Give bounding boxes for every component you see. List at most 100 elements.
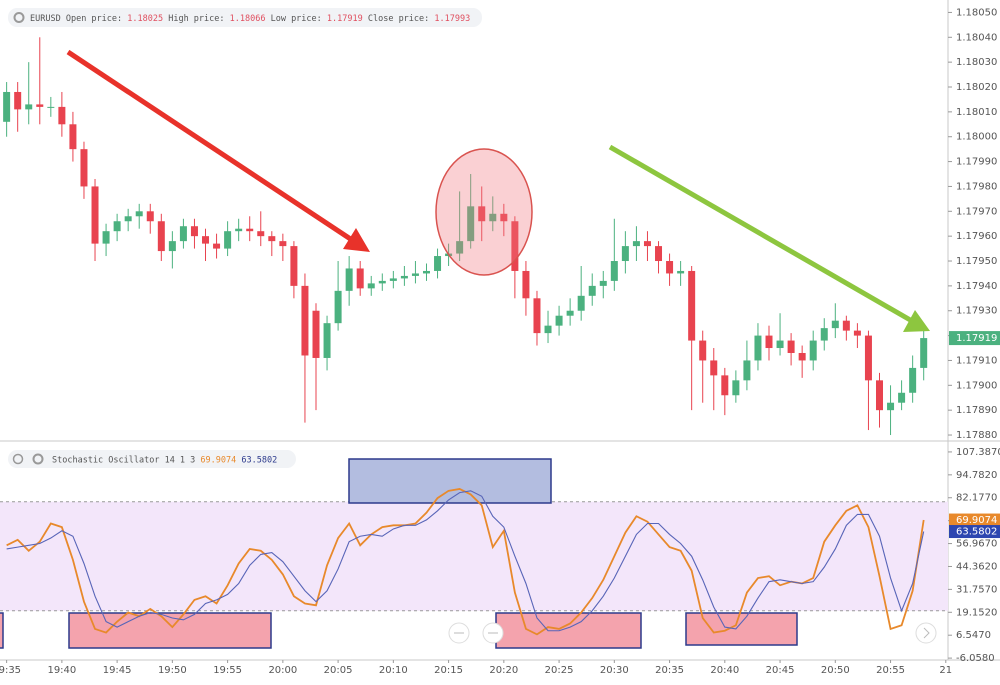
candle-body [290,246,298,286]
candle-body [710,360,718,376]
value-badge-label: 69.9074 [956,515,997,526]
candle-body [356,268,364,289]
candle-body [80,149,88,187]
y-tick-label: 1.17910 [956,355,997,366]
candle-body [213,243,221,249]
value-badge [949,513,1000,527]
candle-body [467,206,475,242]
candle-body [224,231,232,249]
candle-body [511,221,519,271]
candle-body [920,338,928,368]
x-tick-label: 21 [939,665,952,676]
candle-body [389,278,397,281]
x-tick-label: 20:40 [710,665,739,676]
candle-body [146,211,154,222]
candle-body [632,241,640,247]
candle-body [434,256,442,271]
y-tick-label: 1.18020 [956,82,997,93]
candle-body [643,241,651,247]
button-icon [923,627,930,639]
legend-label: High price: [168,14,224,24]
candle-body [677,270,685,274]
price-badge-label: 1.17919 [956,333,997,344]
candle-body [754,335,762,361]
y-tick-label: 1.17940 [956,281,997,292]
y-tick-label: 1.18040 [956,32,997,43]
candle-body [809,340,817,361]
highlight-circle [435,148,533,276]
x-tick-label: 20:20 [489,665,518,676]
legends: EURUSD Open price: 1.18025 High price: 1… [8,8,482,468]
candle-body [743,360,751,381]
price-legend: EURUSD Open price: 1.18025 High price: 1… [30,14,470,24]
value-badge [949,525,1000,539]
settings-icon[interactable] [32,453,44,465]
legend-label: Open price: [66,14,122,24]
candle-body [489,213,497,222]
candle-body [47,106,55,108]
x-tick-label: 20:45 [766,665,795,676]
y-tick-label: 19.1520 [956,607,997,618]
candle-body [135,211,143,217]
candle-body [91,186,99,244]
y-tick-label: 1.17990 [956,157,997,168]
x-tick-label: 20:05 [324,665,353,676]
x-tick-label: 20:50 [821,665,850,676]
candle-body [36,104,44,107]
candle-body [588,285,596,296]
candle-body [688,270,696,341]
candle-body [864,335,872,381]
candle-body [202,236,210,244]
candle-body [367,283,375,289]
candle-body [831,320,839,329]
candle-body [787,340,795,353]
x-tick-label: 20:10 [379,665,408,676]
band-fill [0,501,948,611]
y-tick-label: 1.18010 [956,107,997,118]
candle-body [732,380,740,396]
candle-body [124,216,132,222]
legend-label: Low price: [271,14,322,24]
x-tick-label: 20:25 [545,665,574,676]
candle-body [400,275,408,279]
candle-body [301,285,309,356]
k-value: 69.9074 [200,455,236,465]
candle-body [544,325,552,334]
trend-arrow [66,49,354,243]
overbought-zone [348,458,552,504]
d-value: 63.5802 [241,455,277,465]
marks-layer: 1.18050 1.18040 1.18030 1.18020 1.18010 1.180… [0,7,1000,676]
x-tick-label: 19:50 [158,665,187,676]
candle-body [179,226,187,242]
oversold-zone [685,612,798,646]
candle-body [566,310,574,316]
y-tick-label: 94.7820 [956,470,997,481]
x-tick-label: 20:30 [600,665,629,676]
candle-body [345,268,353,291]
trend-arrow [608,144,914,324]
close-icon[interactable] [12,453,24,465]
annotations [66,49,937,644]
candle-body [699,340,707,361]
y-tick-label: 1.18000 [956,132,997,143]
y-tick-label: 1.17930 [956,306,997,317]
candle-body [168,241,176,252]
y-tick-label: 82.1770 [956,493,997,504]
y-tick-label: 107.3870 [956,447,1000,458]
candle-body [312,310,320,358]
candle-body [666,261,674,274]
scroll-button[interactable] [915,622,937,644]
candle-body [798,352,806,361]
settings-icon[interactable] [13,12,25,23]
candle-body [69,124,77,150]
candle-body [842,320,850,331]
candle-body [478,206,486,222]
candle-body [621,246,629,262]
x-tick-label: 19:55 [213,665,242,676]
candle-body [853,330,861,336]
candle-body [25,104,33,110]
candle-body [820,328,828,341]
candle-body [655,246,663,262]
price-legend-bg [8,8,482,27]
legend-value: 1.18066 [230,14,266,24]
